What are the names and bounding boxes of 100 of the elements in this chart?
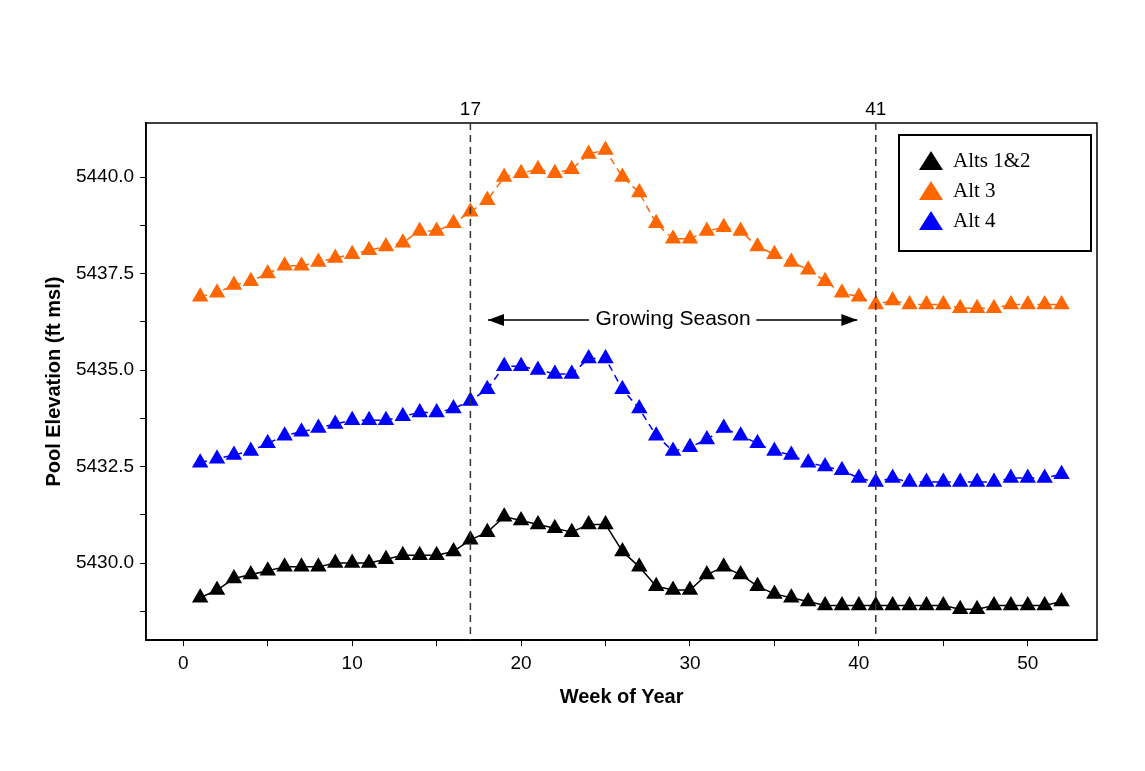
- point: [969, 299, 985, 314]
- point: [901, 473, 918, 487]
- point: [428, 546, 445, 561]
- point: [901, 596, 918, 611]
- y-tick-label: 5432.5: [75, 454, 135, 476]
- point: [192, 453, 208, 468]
- point: [682, 230, 698, 244]
- ref-line-label: 41: [865, 97, 887, 119]
- point: [1003, 596, 1019, 611]
- point: [952, 600, 968, 615]
- point: [783, 588, 799, 603]
- point: [361, 411, 377, 425]
- point: [851, 469, 867, 483]
- point: [547, 365, 563, 379]
- point: [344, 554, 360, 568]
- point: [868, 473, 884, 487]
- point: [580, 145, 597, 159]
- point: [969, 473, 985, 487]
- point: [682, 438, 698, 452]
- point: [868, 596, 884, 611]
- y-axis-title: Pool Elevation (ft msl): [41, 276, 64, 487]
- point: [580, 349, 597, 364]
- point: [884, 469, 901, 483]
- point: [293, 257, 310, 271]
- annotation: Growing Season: [595, 306, 751, 330]
- point: [209, 450, 225, 464]
- point: [445, 399, 462, 414]
- point: [918, 295, 935, 310]
- point: [445, 542, 462, 557]
- point: [732, 426, 749, 441]
- point: [293, 558, 310, 572]
- point: [817, 272, 833, 286]
- point: [327, 554, 343, 568]
- point: [834, 284, 850, 298]
- point: [580, 515, 597, 530]
- point: [648, 577, 664, 591]
- point: [648, 214, 664, 229]
- point: [901, 295, 918, 310]
- point: [479, 380, 495, 395]
- point: [614, 380, 631, 395]
- point: [513, 357, 529, 371]
- point: [378, 237, 394, 252]
- point: [935, 596, 951, 611]
- point: [564, 523, 580, 537]
- point: [496, 168, 512, 182]
- point: [817, 457, 833, 472]
- point: [496, 507, 512, 522]
- point: [378, 411, 394, 425]
- point: [395, 233, 411, 248]
- point: [614, 542, 631, 557]
- point: [851, 287, 867, 302]
- point: [412, 403, 428, 418]
- point: [547, 519, 563, 534]
- point: [834, 596, 850, 611]
- point: [952, 299, 968, 314]
- point: [952, 473, 968, 487]
- point: [648, 426, 664, 441]
- point: [276, 426, 293, 441]
- point: [766, 442, 783, 456]
- point: [395, 546, 411, 561]
- point: [445, 214, 462, 229]
- point: [496, 357, 512, 371]
- point: [479, 191, 495, 205]
- point: [226, 569, 242, 584]
- point: [243, 565, 259, 580]
- point: [884, 596, 901, 611]
- point: [293, 423, 310, 437]
- point: [428, 222, 445, 236]
- point: [243, 442, 259, 456]
- point: [884, 291, 901, 306]
- point: [851, 596, 867, 611]
- point: [597, 349, 614, 364]
- point: [716, 419, 732, 433]
- x-tick-label: 30: [679, 651, 701, 673]
- point: [1053, 295, 1070, 310]
- point: [749, 434, 766, 449]
- x-tick-label: 0: [177, 651, 189, 673]
- point: [260, 264, 276, 279]
- point: [665, 442, 681, 456]
- point: [1003, 295, 1019, 310]
- point: [699, 565, 715, 580]
- point: [226, 276, 242, 290]
- point: [918, 596, 935, 611]
- point: [969, 600, 985, 615]
- point: [260, 434, 276, 449]
- point: [344, 411, 360, 425]
- point: [276, 558, 293, 572]
- point: [986, 299, 1002, 314]
- point: [631, 399, 647, 414]
- x-axis-title: Week of Year: [559, 684, 684, 707]
- x-tick-label: 40: [848, 651, 870, 673]
- point: [783, 446, 799, 460]
- point: [479, 523, 495, 537]
- point: [732, 565, 749, 580]
- legend-label: Alt 3: [953, 177, 996, 202]
- point: [462, 531, 479, 545]
- point: [327, 415, 343, 429]
- point: [1036, 469, 1053, 483]
- point: [716, 218, 732, 232]
- point: [310, 558, 327, 572]
